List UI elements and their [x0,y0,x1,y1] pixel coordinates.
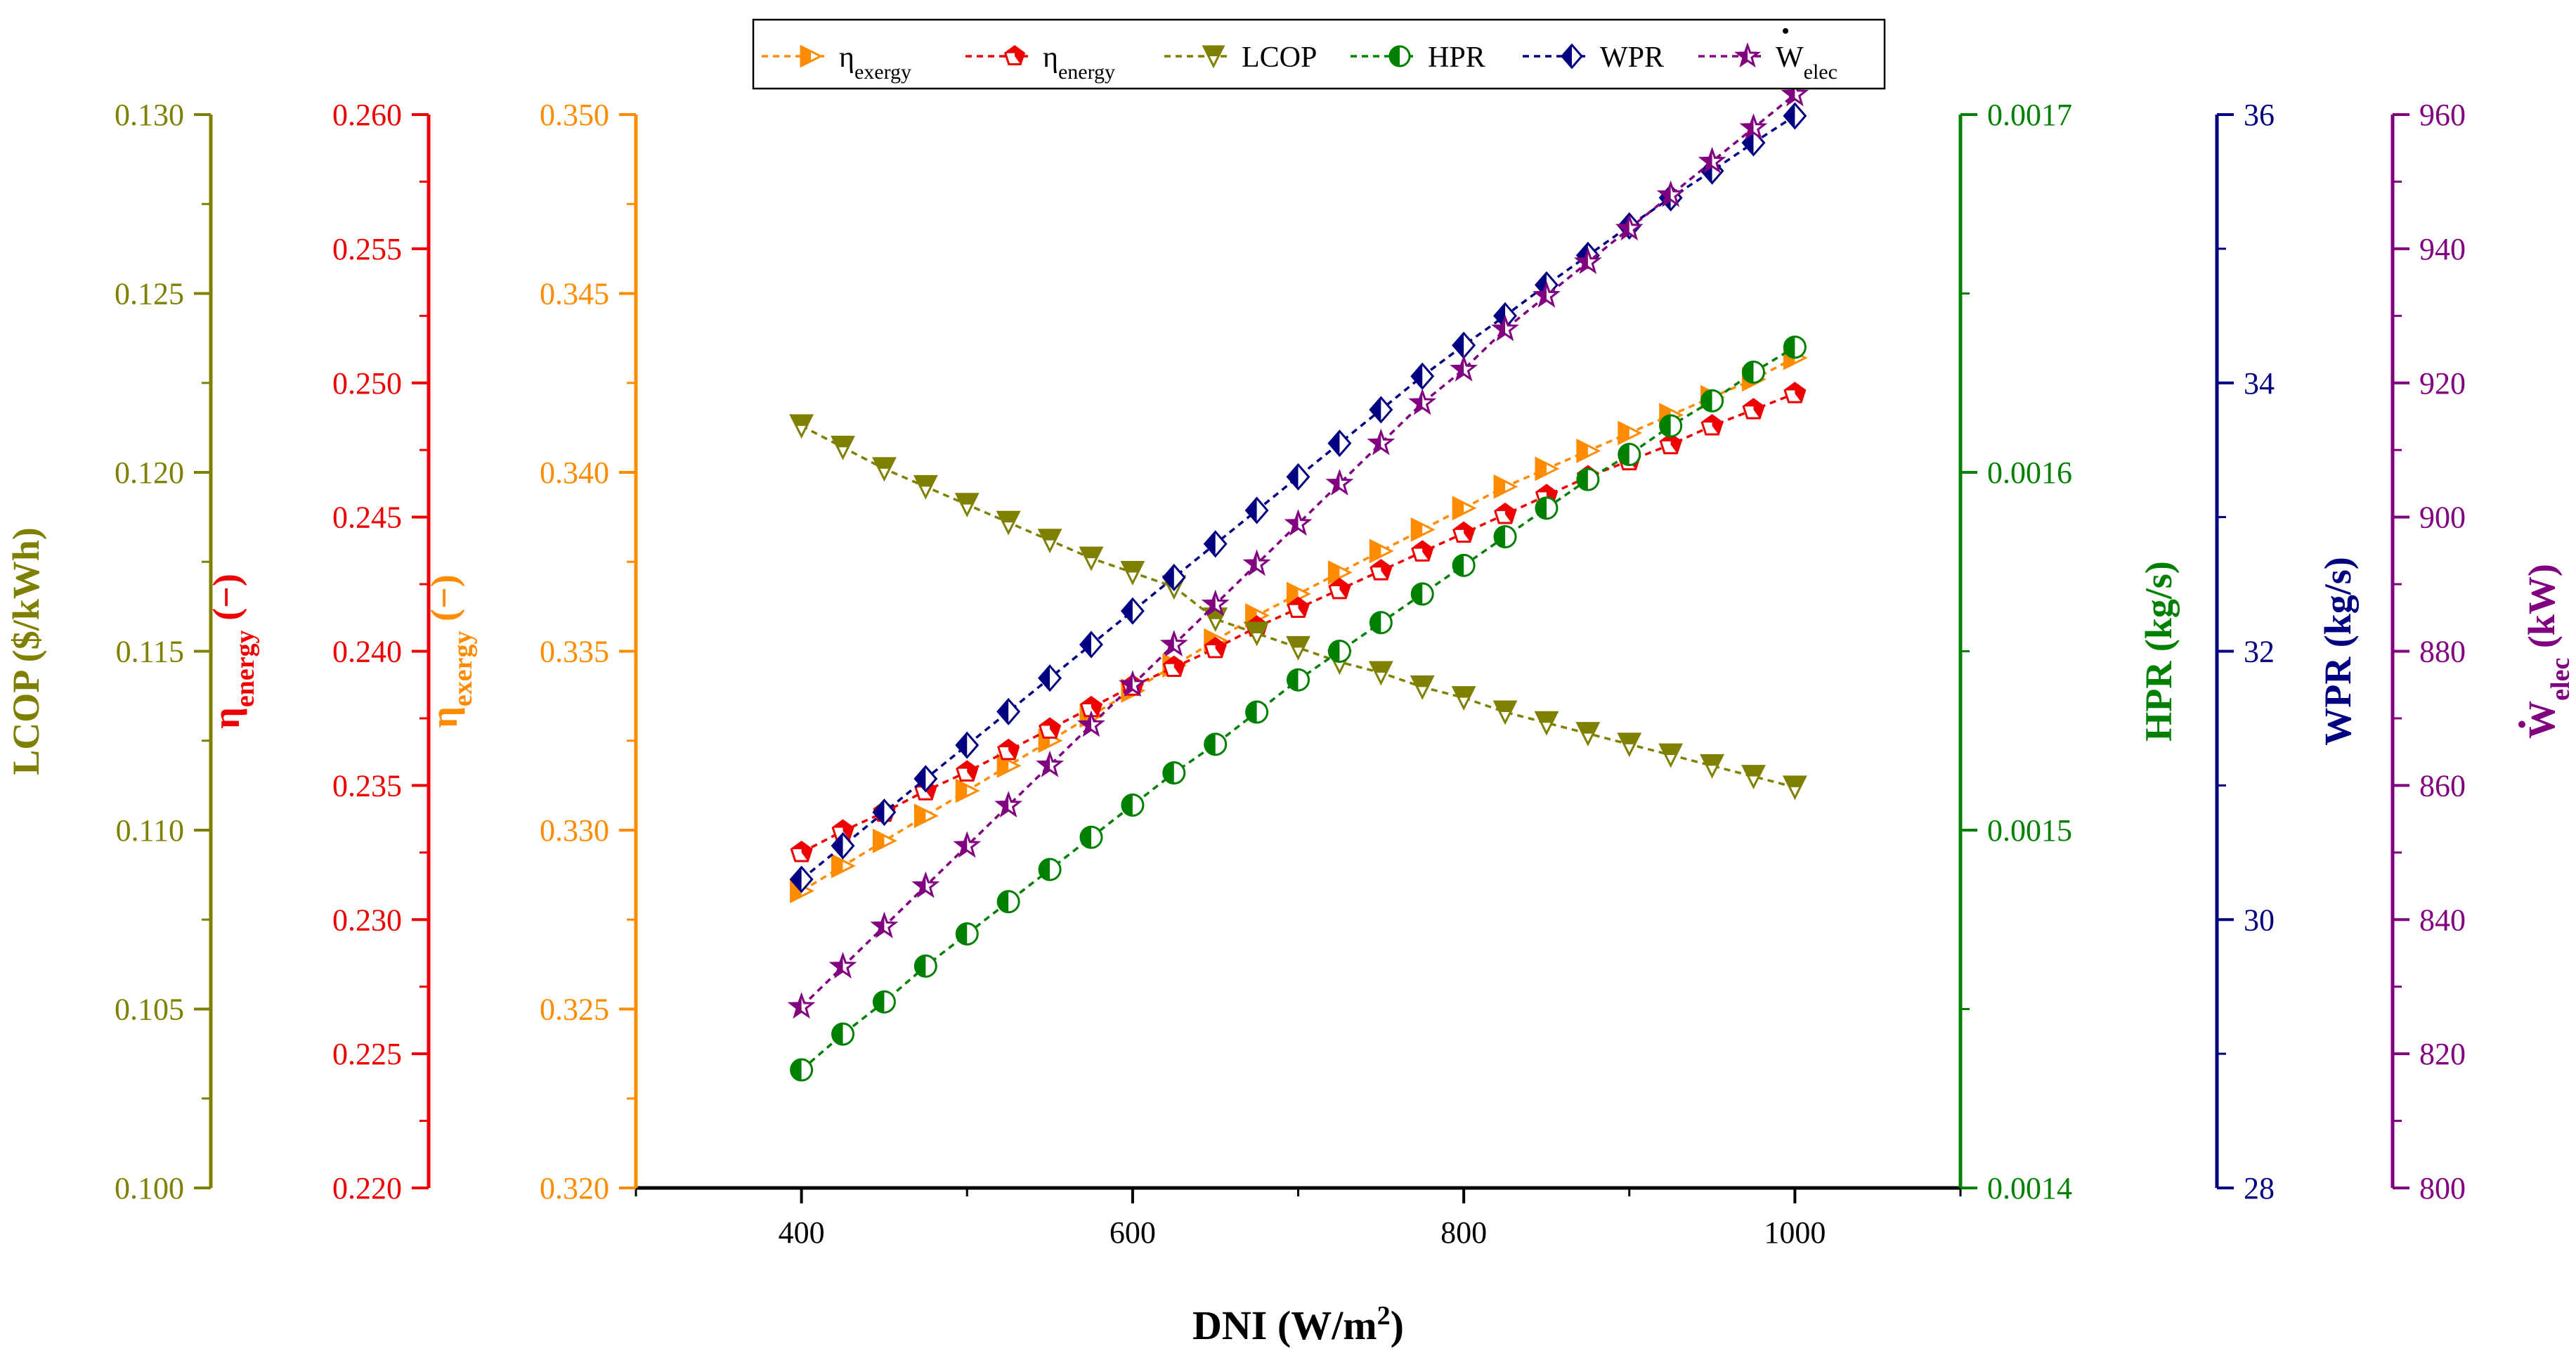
legend-box [752,18,1886,90]
y-tick-label-energy: 0.260 [332,98,402,132]
y-tick-label-welec: 900 [2419,500,2466,535]
series-line-energy [800,392,1796,854]
legend-label-exergy: ηexergy [839,41,911,84]
legend-label-hpr: HPR [1428,41,1485,74]
y-axis-title-wpr: WPR (kg/s) [2317,557,2359,746]
y-axis-wpr: 28 30 32 34 36 WPR (kg/s) [2215,98,2359,1206]
series-exergy [790,345,1808,903]
y-tick-label-energy: 0.255 [332,232,402,266]
legend-item-lcop: LCOP [1164,41,1317,74]
series-line-welec [800,93,1796,1008]
y-tick-label-wpr: 28 [2244,1171,2275,1206]
y-tick-label-exergy: 0.330 [540,813,609,848]
y-tick-label-energy: 0.240 [332,635,402,669]
y-tick-label-energy: 0.235 [332,768,402,803]
y-tick-label-wpr: 30 [2244,903,2275,937]
y-tick-label-lcop: 0.110 [116,813,184,848]
y-tick-label-welec: 880 [2419,635,2466,669]
y-tick-label-hpr: 0.0016 [1987,455,2072,490]
y-tick-label-exergy: 0.340 [540,455,609,490]
x-tick-label: 600 [1110,1215,1156,1250]
legend: ηexergy ηenergy LCOP HPR WPR Welec [752,18,1886,90]
y-axis-title-lcop: LCOP ($/kWh) [5,527,47,775]
y-axis-welec: 800 820 840 860 880 900 920 940 960 Welec (kW) [2390,98,2575,1206]
y-axis-exergy: 0.320 0.325 0.330 0.335 0.340 0.345 0.350 ηexer… [423,98,638,1206]
series-line-wpr [800,115,1796,881]
y-tick-label-energy: 0.250 [332,366,402,401]
legend-dot-mark [1783,28,1788,34]
y-tick-label-welec: 960 [2419,98,2466,132]
y-tick-label-exergy: 0.350 [540,98,609,132]
legend-label-energy: ηenergy [1043,41,1115,84]
y-tick-label-welec: 940 [2419,232,2466,266]
y-axis-hpr: 0.0014 0.0015 0.0016 0.0017 HPR (kg/s) [1958,98,2180,1206]
x-tick-label: 400 [779,1215,825,1250]
series-hpr [790,335,1807,1082]
legend-label-welec: Welec [1776,41,1837,84]
x-tick-label: 1000 [1764,1215,1826,1250]
y-axis-energy: 0.220 0.225 0.230 0.235 0.240 0.245 0.250 0.255… [205,98,431,1206]
y-tick-label-energy: 0.220 [332,1171,402,1206]
legend-label-lcop: LCOP [1242,41,1317,74]
legend-item-welec: Welec [1698,28,1837,84]
y-tick-label-wpr: 34 [2244,366,2275,401]
series-welec [787,79,1809,1019]
y-tick-label-lcop: 0.120 [115,455,184,490]
y-tick-label-exergy: 0.320 [540,1171,609,1206]
y-tick-label-welec: 840 [2419,903,2466,937]
legend-label-wpr: WPR [1600,41,1664,74]
y-tick-label-lcop: 0.105 [115,993,184,1027]
series-line-exergy [800,356,1796,893]
y-tick-label-hpr: 0.0017 [1987,98,2072,132]
x-tick-label: 800 [1440,1215,1487,1250]
y-tick-label-lcop: 0.130 [115,98,184,132]
series-energy [790,382,1807,862]
welec-title-dot [2518,720,2525,728]
y-tick-label-exergy: 0.345 [540,277,609,311]
y-tick-label-energy: 0.245 [332,500,402,535]
x-axis-label: DNI (W/m2) [1192,1301,1404,1348]
y-tick-label-welec: 920 [2419,366,2466,401]
y-axis-title-exergy: ηexergy (−) [423,574,478,728]
legend-item-exergy: ηexergy [762,41,911,84]
y-tick-label-lcop: 0.125 [115,277,184,311]
legend-item-energy: ηenergy [965,41,1115,84]
y-tick-label-lcop: 0.115 [116,635,184,669]
y-axis-title-hpr: HPR (kg/s) [2138,561,2180,742]
y-tick-label-exergy: 0.335 [540,635,609,669]
y-tick-label-wpr: 36 [2244,98,2275,132]
series-layer [787,79,1809,1082]
y-axis-title-energy: ηenergy (−) [205,574,260,729]
y-tick-label-hpr: 0.0014 [1987,1171,2072,1206]
y-tick-label-hpr: 0.0015 [1987,813,2072,848]
series-wpr [789,102,1807,893]
y-tick-label-welec: 860 [2419,768,2466,803]
y-axis-title-welec: Welec (kW) [2520,564,2575,739]
y-tick-label-exergy: 0.325 [540,993,609,1027]
y-tick-label-welec: 800 [2419,1171,2466,1206]
y-tick-label-lcop: 0.100 [115,1171,184,1206]
legend-item-hpr: HPR [1351,41,1485,74]
y-tick-label-welec: 820 [2419,1037,2466,1071]
y-axis-lcop: 0.100 0.105 0.110 0.115 0.120 0.125 0.130 LCOP … [5,98,213,1206]
y-tick-label-wpr: 32 [2244,635,2275,669]
y-tick-label-energy: 0.230 [332,903,402,937]
legend-item-wpr: WPR [1523,41,1664,74]
y-tick-label-energy: 0.225 [332,1037,402,1071]
